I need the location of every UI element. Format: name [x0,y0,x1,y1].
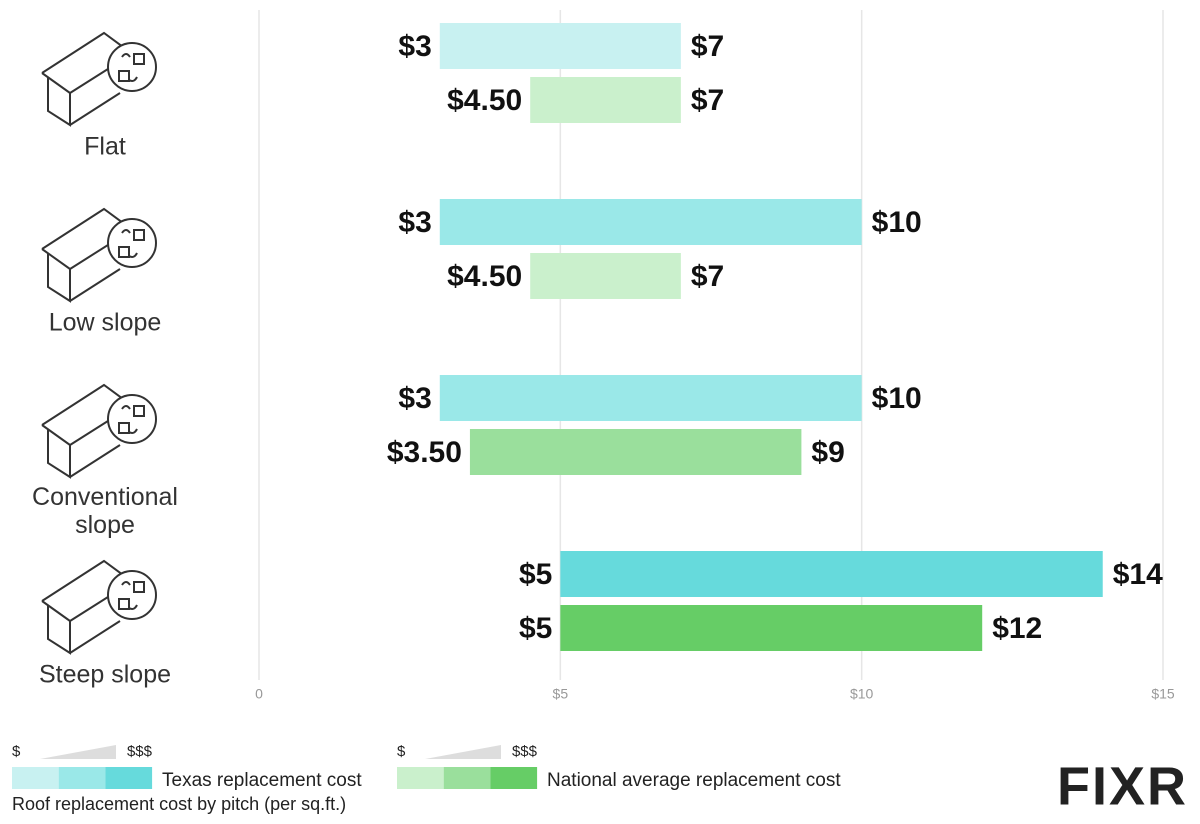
legend-swatch [105,767,153,789]
icon-arrow [121,581,138,610]
logo: FIXR [1057,756,1188,816]
legend-scale-low: $ [397,743,406,760]
icon-circle [107,570,157,620]
range-bar [439,199,862,245]
legend-swatch [397,767,444,789]
icon-arrow [121,405,138,434]
icon-square [118,70,130,82]
range-bar [560,605,983,651]
high-label: $14 [1113,558,1163,591]
icon-arrow [121,53,138,82]
house-icon [41,559,157,655]
range-bar [530,253,681,299]
x-tick-label: $15 [1151,686,1175,702]
house-icon [41,31,157,127]
legend-scale-high: $$$ [127,743,153,760]
legend-scale-low: $ [12,743,21,760]
low-label: $3 [398,30,431,63]
low-label: $4.50 [447,84,522,117]
footnote: Roof replacement cost by pitch (per sq.f… [12,794,346,814]
category-label: Conventional slope [32,483,178,539]
high-label: $7 [691,84,724,117]
legend-label: National average replacement cost [547,770,841,791]
category-label: Flat [84,133,126,161]
range-bar [439,375,862,421]
range-bar [530,77,681,123]
range-bar [469,429,802,475]
low-label: $3 [398,382,431,415]
category-label: Steep slope [39,661,171,689]
low-label: $5 [519,558,552,591]
icon-square [133,405,145,417]
low-label: $5 [519,612,552,645]
high-label: $10 [872,382,922,415]
icon-square [118,598,130,610]
high-label: $7 [691,260,724,293]
legend-swatch [58,767,106,789]
range-bar [560,551,1103,597]
high-label: $12 [992,612,1042,645]
icon-circle [107,394,157,444]
legend-wedge [425,745,501,759]
icon-square [118,422,130,434]
low-label: $3 [398,206,431,239]
icon-circle [107,218,157,268]
house-icon [41,383,157,479]
legend-swatch [12,767,59,789]
house-icon [41,207,157,303]
legend-swatch [490,767,538,789]
legend-wedge [40,745,116,759]
x-tick-label: $5 [553,686,569,702]
low-label: $3.50 [387,436,462,469]
category-label: Low slope [49,309,162,337]
icon-arrow [121,229,138,258]
x-tick-label: 0 [255,686,263,702]
range-bar [439,23,681,69]
icon-circle [107,42,157,92]
x-tick-label: $10 [850,686,874,702]
legend-label: Texas replacement cost [162,770,362,791]
legend-scale-high: $$$ [512,743,538,760]
icon-square [133,53,145,65]
legend-swatch [443,767,491,789]
icon-square [118,246,130,258]
icon-square [133,581,145,593]
low-label: $4.50 [447,260,522,293]
high-label: $7 [691,30,724,63]
icon-square [133,229,145,241]
high-label: $10 [872,206,922,239]
high-label: $9 [811,436,844,469]
